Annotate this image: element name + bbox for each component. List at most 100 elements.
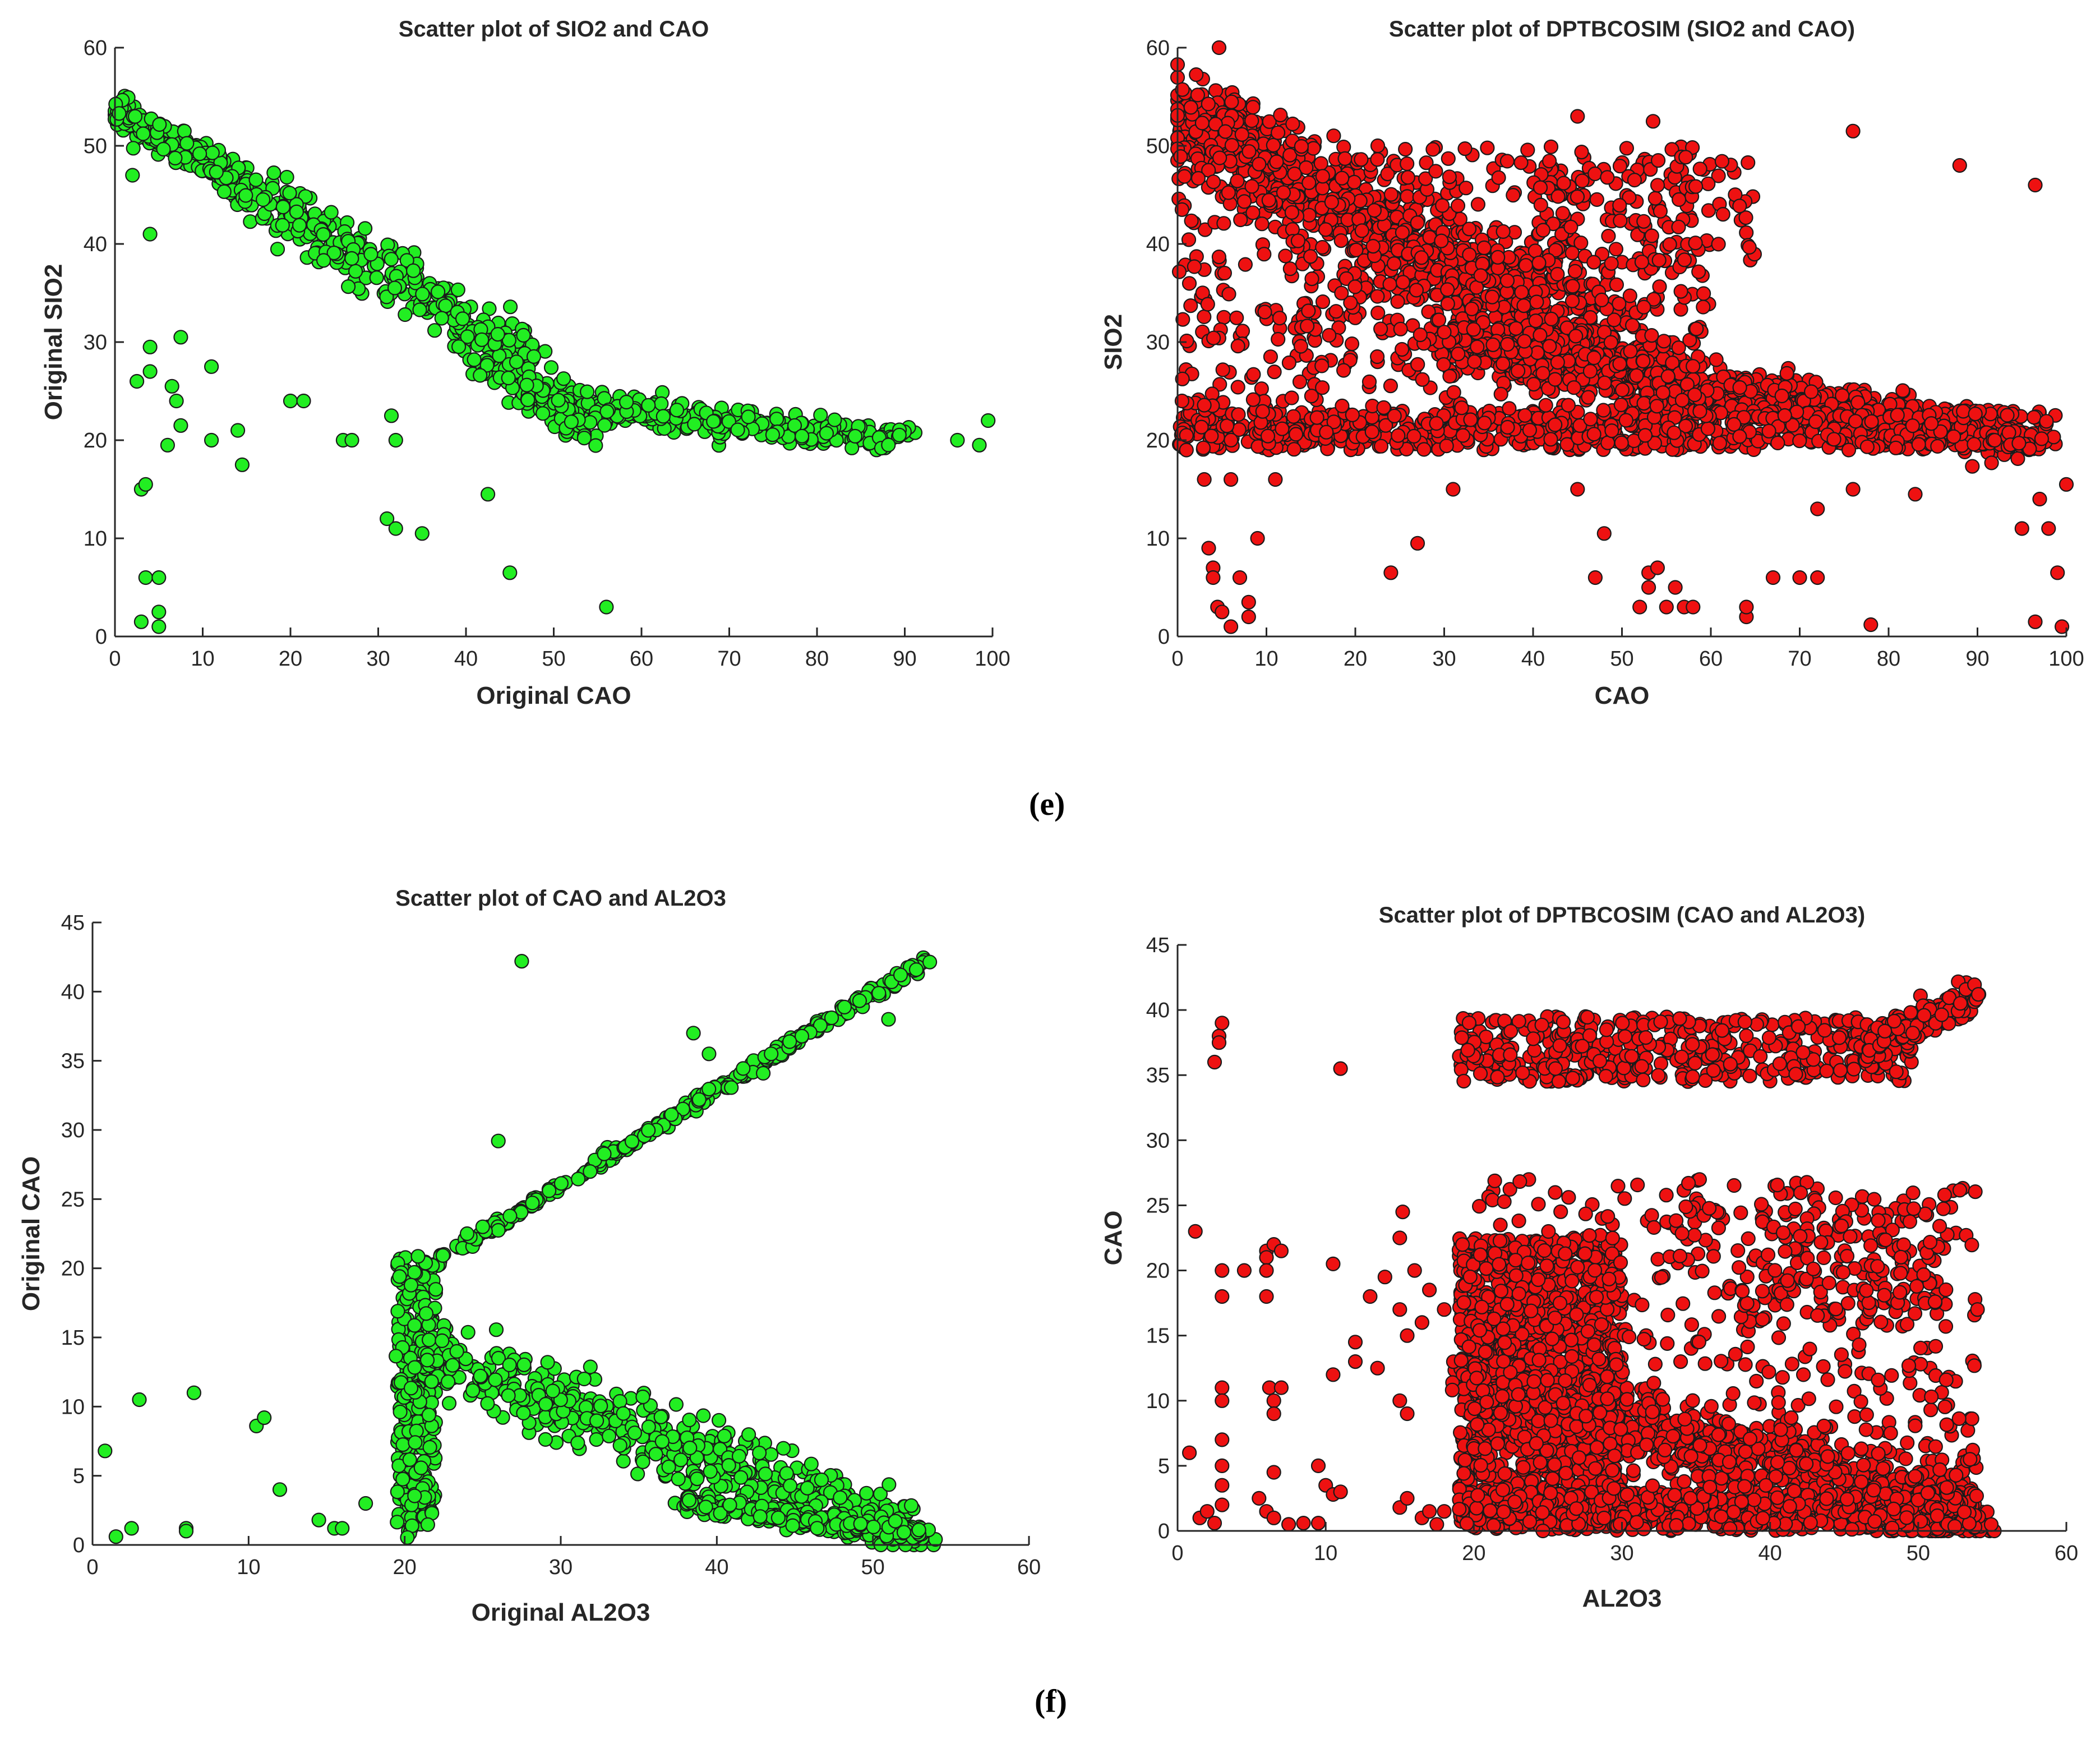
x-tick-label: 20 [1344, 647, 1367, 671]
data-point [1434, 233, 1449, 248]
data-point [1215, 362, 1230, 377]
data-point [173, 330, 188, 345]
data-point [1499, 154, 1515, 169]
data-point [1613, 213, 1628, 228]
data-point [1967, 437, 1982, 452]
data-point [1194, 116, 1210, 131]
data-point [1276, 185, 1291, 200]
data-point [1765, 570, 1781, 585]
data-point [1245, 392, 1261, 407]
data-point [1623, 344, 1638, 359]
data-point [1905, 418, 1920, 433]
x-tick-label: 40 [454, 647, 478, 671]
data-point [769, 412, 784, 427]
data-point [1636, 353, 1651, 369]
x-tick-label: 10 [191, 647, 214, 671]
data-point [564, 414, 579, 430]
data-point [1777, 408, 1792, 423]
data-point [292, 218, 307, 233]
data-point [1413, 327, 1428, 343]
data-point [1689, 321, 1704, 336]
y-tick-label: 60 [1146, 36, 1170, 60]
data-point [1665, 355, 1680, 371]
data-point [1714, 154, 1730, 169]
data-point [1373, 321, 1388, 336]
data-point [1485, 337, 1501, 352]
data-point [1436, 357, 1451, 372]
data-point [316, 227, 331, 242]
data-point [1365, 239, 1381, 254]
data-point [1235, 324, 1250, 339]
data-point [1446, 482, 1461, 497]
data-point [151, 570, 167, 585]
data-point [1290, 233, 1305, 248]
data-point [1326, 128, 1341, 144]
data-point [1230, 338, 1245, 354]
data-point [1674, 393, 1690, 408]
data-point [1572, 418, 1587, 433]
data-point [1568, 329, 1584, 344]
data-point [1565, 279, 1580, 294]
data-point [1581, 390, 1596, 405]
data-point [1370, 152, 1385, 167]
x-tick-label: 90 [1965, 647, 1989, 671]
x-axis-label: Original CAO [476, 682, 631, 709]
data-point [1181, 232, 1197, 247]
data-point [1634, 255, 1650, 270]
data-point [1370, 305, 1386, 321]
data-point [296, 393, 311, 409]
data-point [1463, 412, 1478, 427]
y-tick-label: 0 [95, 625, 107, 649]
data-point [1387, 408, 1402, 423]
data-point [1600, 170, 1615, 185]
data-point [1183, 100, 1198, 115]
data-point [1175, 82, 1190, 97]
x-tick-label: 80 [1877, 647, 1900, 671]
data-point [279, 169, 294, 185]
data-point [1232, 570, 1248, 585]
data-point [1583, 412, 1598, 427]
data-point [479, 358, 495, 373]
data-point [177, 123, 192, 139]
data-point [1369, 349, 1385, 365]
data-point [1701, 176, 1716, 191]
data-point [248, 172, 264, 187]
data-point [1300, 319, 1315, 334]
data-point [1597, 375, 1612, 390]
data-point [344, 251, 359, 266]
data-point [1924, 416, 1939, 431]
data-point [1671, 340, 1686, 356]
data-point [1533, 327, 1548, 343]
x-tick-label: 50 [1610, 647, 1633, 671]
data-point [1987, 432, 2002, 448]
data-point [1303, 249, 1318, 264]
data-point [1224, 619, 1239, 634]
data-point [164, 379, 179, 394]
data-point [324, 205, 339, 220]
data-point [1544, 311, 1559, 327]
data-point [1696, 299, 1711, 315]
data-point [2028, 614, 2043, 629]
data-point [1652, 279, 1667, 294]
data-point [1637, 428, 1653, 443]
data-point [1233, 212, 1248, 228]
data-point [1587, 166, 1603, 182]
data-point [1563, 219, 1579, 234]
data-point [1241, 144, 1257, 159]
data-point [473, 368, 488, 383]
data-point [1619, 141, 1635, 156]
data-point [1808, 414, 1824, 430]
data-point [1250, 530, 1265, 546]
data-point [1500, 419, 1515, 435]
data-point [1538, 398, 1553, 413]
data-point [1287, 167, 1302, 182]
data-point [1211, 250, 1226, 265]
data-point [1462, 247, 1477, 262]
data-point [1262, 114, 1277, 129]
data-point [1499, 273, 1515, 288]
data-point [1586, 255, 1601, 270]
data-point [1956, 404, 1971, 419]
data-point [1301, 175, 1317, 190]
data-point [1604, 423, 1619, 439]
data-point [1442, 368, 1457, 384]
